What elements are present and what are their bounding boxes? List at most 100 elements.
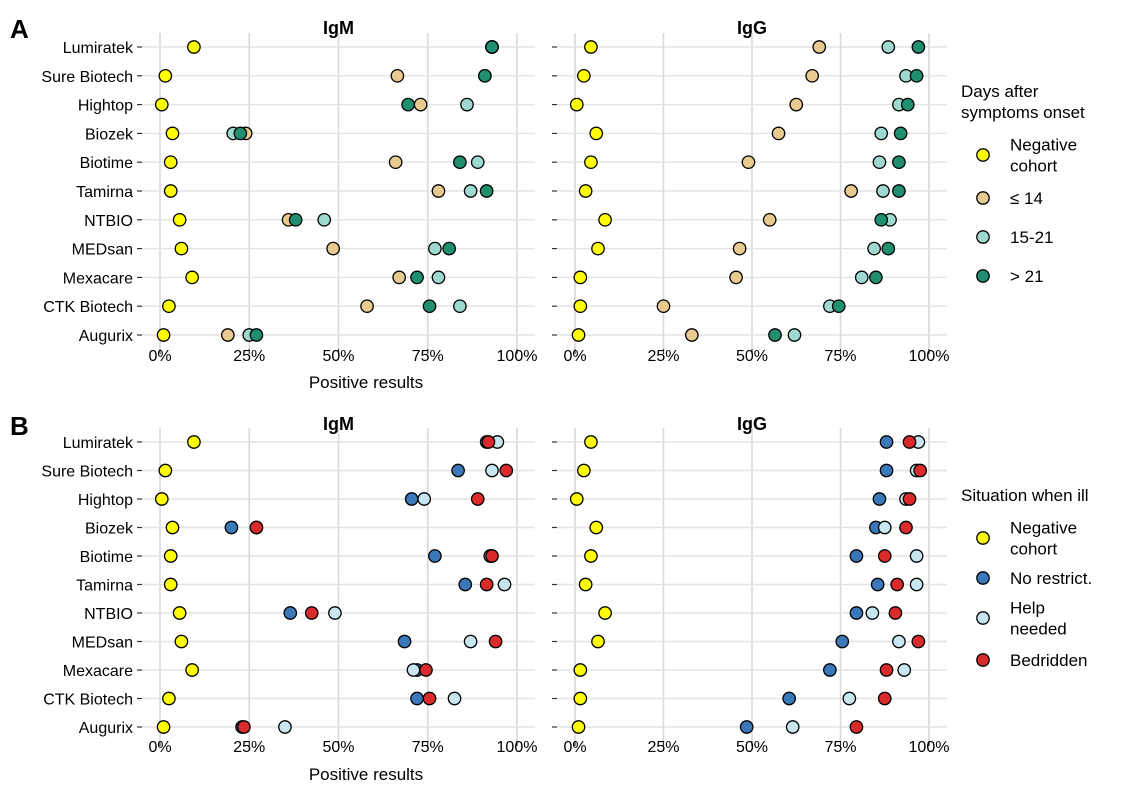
panel-b-category-label: Biotime bbox=[80, 549, 133, 566]
point-bedridden-biotime bbox=[877, 549, 892, 563]
point-no-restrict-ctk-biotech bbox=[410, 691, 424, 706]
point-no-restrict-tamirna bbox=[870, 577, 885, 592]
panel-b: B Situation when ill Negative cohort No res… bbox=[10, 411, 1092, 670]
point-negative-cohort-hightop bbox=[569, 492, 584, 506]
point-negative-cohort-mexacare bbox=[573, 663, 588, 677]
point-no-restrict-medsan bbox=[835, 634, 850, 649]
panel-b-igm-title: IgM bbox=[323, 414, 354, 434]
point-help-needed-augurix bbox=[785, 720, 800, 734]
point-bedridden-ntbio bbox=[888, 606, 903, 620]
point-gt-21-mexacare bbox=[869, 270, 883, 285]
panel-a-igg-title: IgG bbox=[737, 18, 767, 38]
panel-b-igm-tick-label-x: 25% bbox=[233, 739, 265, 756]
legend-a-label: 15-21 bbox=[1010, 228, 1053, 247]
point-negative-cohort-ntbio bbox=[598, 212, 612, 227]
point-bedridden-medsan bbox=[911, 634, 926, 649]
point-gt-21-biozek bbox=[893, 126, 908, 141]
point-negative-cohort-biozek bbox=[165, 520, 180, 535]
point-15-21-hightop bbox=[460, 97, 474, 112]
point-negative-cohort-biotime bbox=[163, 549, 178, 563]
point-le-14-mexacare bbox=[729, 270, 743, 285]
point-negative-cohort-biotime bbox=[584, 155, 598, 170]
point-negative-cohort-mexacare bbox=[185, 270, 199, 285]
point-negative-cohort-ntbio bbox=[172, 606, 187, 620]
panel-b-category-label: Mexacare bbox=[63, 663, 133, 680]
panel-a-igm: IgM 0% 25% 50% 75% 100% Lumiratek Sure Biotech H… bbox=[41, 18, 537, 392]
legend-a-label: Negative bbox=[1010, 136, 1077, 155]
point-no-restrict-sure-biotech bbox=[879, 463, 894, 478]
point-gt-21-mexacare bbox=[410, 270, 424, 285]
point-bedridden-biozek bbox=[249, 520, 264, 535]
point-help-needed-hightop bbox=[417, 492, 432, 506]
point-no-restrict-ntbio bbox=[849, 606, 864, 620]
panel-b-category-label: NTBIO bbox=[84, 606, 133, 623]
panel-b-x-axis-title: Positive results bbox=[309, 765, 423, 784]
point-no-restrict-biozek bbox=[224, 520, 239, 535]
point-gt-21-ctk-biotech bbox=[831, 299, 846, 314]
point-le-14-medsan bbox=[732, 241, 747, 256]
point-bedridden-biotime bbox=[485, 549, 499, 563]
point-gt-21-lumiratek bbox=[911, 40, 926, 54]
point-negative-cohort-hightop bbox=[569, 97, 584, 112]
point-negative-cohort-lumiratek bbox=[187, 435, 201, 449]
point-help-needed-augurix bbox=[278, 720, 292, 734]
point-15-21-lumiratek bbox=[881, 40, 896, 54]
legend-b-label: needed bbox=[1010, 620, 1067, 639]
point-negative-cohort-biozek bbox=[589, 126, 604, 141]
point-le-14-augurix bbox=[684, 328, 699, 342]
point-bedridden-mexacare bbox=[419, 663, 433, 677]
point-gt-21-ntbio bbox=[874, 212, 889, 227]
point-help-needed-tamirna bbox=[497, 577, 512, 592]
legend-a-key-negative-cohort bbox=[976, 148, 990, 162]
point-negative-cohort-sure-biotech bbox=[158, 463, 173, 478]
panel-b-category-label: Sure Biotech bbox=[41, 464, 133, 481]
panel-b-category-label: MEDsan bbox=[72, 635, 133, 652]
point-no-restrict-hightop bbox=[872, 492, 887, 506]
point-gt-21-ctk-biotech bbox=[422, 299, 437, 314]
point-no-restrict-biotime bbox=[428, 549, 442, 563]
point-le-14-sure-biotech bbox=[390, 68, 405, 83]
legend-b-label: Bedridden bbox=[1010, 651, 1088, 670]
panel-a-igg-tick-label-x: 50% bbox=[736, 348, 768, 365]
point-le-14-hightop bbox=[413, 97, 428, 112]
legend-a-key-15-21 bbox=[976, 230, 990, 244]
point-negative-cohort-ntbio bbox=[598, 606, 612, 620]
panel-b-category-label: Augurix bbox=[79, 720, 133, 737]
point-negative-cohort-augurix bbox=[156, 720, 171, 734]
panel-a-igm-title: IgM bbox=[323, 18, 354, 38]
point-bedridden-augurix bbox=[849, 720, 864, 734]
point-no-restrict-sure-biotech bbox=[451, 463, 465, 478]
legend-b-label: Negative bbox=[1010, 519, 1077, 538]
point-gt-21-augurix bbox=[768, 328, 782, 342]
point-le-14-tamirna bbox=[844, 184, 858, 198]
point-no-restrict-tamirna bbox=[458, 577, 473, 592]
point-le-14-hightop bbox=[789, 97, 804, 112]
point-le-14-lumiratek bbox=[812, 40, 827, 54]
point-negative-cohort-augurix bbox=[156, 328, 171, 342]
panel-a-category-label: Mexacare bbox=[63, 270, 133, 287]
point-le-14-ctk-biotech bbox=[656, 299, 671, 314]
panel-b-igg-tick-label-x: 50% bbox=[736, 739, 768, 756]
legend-a-key-le-14 bbox=[976, 191, 990, 205]
point-gt-21-tamirna bbox=[479, 184, 494, 198]
panel-b-igm-tick-label-x: 0% bbox=[148, 739, 171, 756]
point-no-restrict-medsan bbox=[397, 634, 412, 649]
point-negative-cohort-ctk-biotech bbox=[162, 691, 176, 706]
point-gt-21-sure-biotech bbox=[478, 68, 492, 83]
panel-b-category-label: Lumiratek bbox=[63, 435, 134, 452]
panel-a-category-label: Biozek bbox=[85, 126, 134, 143]
point-help-needed-medsan bbox=[892, 634, 906, 649]
legend-b-key-negative-cohort bbox=[976, 531, 990, 545]
panel-b-igg-tick-label-x: 0% bbox=[563, 739, 586, 756]
panel-b-igm-tick-label-x: 75% bbox=[412, 739, 444, 756]
point-bedridden-sure-biotech bbox=[499, 463, 514, 478]
point-no-restrict-biotime bbox=[849, 549, 864, 563]
point-le-14-biotime bbox=[741, 155, 756, 170]
point-negative-cohort-lumiratek bbox=[584, 435, 598, 449]
point-negative-cohort-sure-biotech bbox=[576, 68, 591, 83]
legend-a-label: cohort bbox=[1010, 157, 1058, 176]
point-le-14-ctk-biotech bbox=[360, 299, 374, 314]
point-negative-cohort-augurix bbox=[571, 720, 586, 734]
panel-a-x-axis-title: Positive results bbox=[309, 373, 423, 392]
panel-a-category-label: CTK Biotech bbox=[43, 299, 133, 316]
